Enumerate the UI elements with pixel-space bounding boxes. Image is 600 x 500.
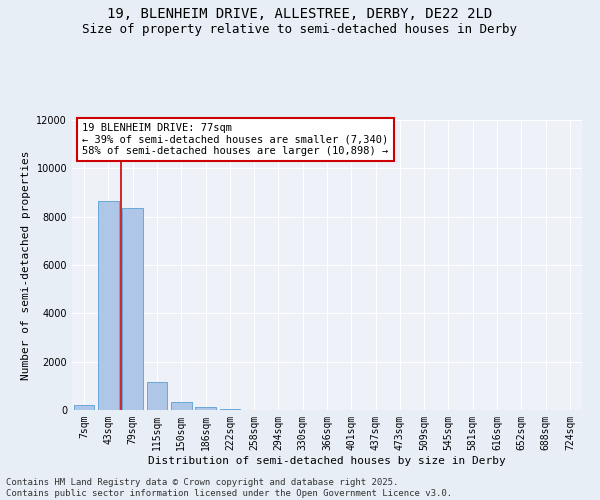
Bar: [122, 208, 143, 410]
Text: 19, BLENHEIM DRIVE, ALLESTREE, DERBY, DE22 2LD: 19, BLENHEIM DRIVE, ALLESTREE, DERBY, DE…: [107, 8, 493, 22]
Bar: [171, 402, 191, 410]
Bar: [220, 409, 240, 410]
Y-axis label: Number of semi-detached properties: Number of semi-detached properties: [21, 150, 31, 380]
Bar: [98, 201, 119, 410]
Text: Contains HM Land Registry data © Crown copyright and database right 2025.
Contai: Contains HM Land Registry data © Crown c…: [6, 478, 452, 498]
X-axis label: Distribution of semi-detached houses by size in Derby: Distribution of semi-detached houses by …: [148, 456, 506, 466]
Bar: [195, 407, 216, 410]
Bar: [74, 405, 94, 410]
Text: 19 BLENHEIM DRIVE: 77sqm
← 39% of semi-detached houses are smaller (7,340)
58% o: 19 BLENHEIM DRIVE: 77sqm ← 39% of semi-d…: [82, 123, 388, 156]
Bar: [146, 382, 167, 410]
Text: Size of property relative to semi-detached houses in Derby: Size of property relative to semi-detach…: [83, 22, 517, 36]
